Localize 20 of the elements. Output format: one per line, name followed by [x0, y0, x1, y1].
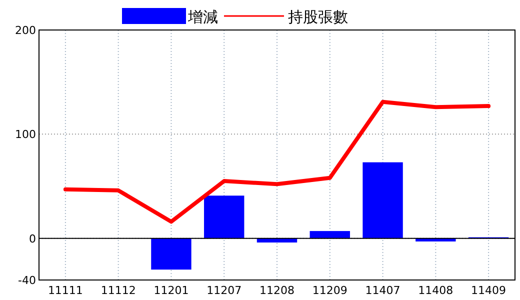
- x-tick-label: 11111: [48, 284, 83, 297]
- bar: [362, 162, 403, 238]
- x-tick-label: 11408: [418, 284, 454, 297]
- legend-label: 持股張數: [288, 8, 348, 26]
- y-tick-label: 100: [15, 128, 36, 142]
- legend-label: 增減: [187, 8, 218, 26]
- x-tick-label: 11207: [206, 284, 242, 297]
- bar: [310, 231, 350, 238]
- y-tick-label: -40: [18, 274, 36, 287]
- x-tick-label: 11208: [260, 284, 294, 297]
- x-tick-label: 11407: [365, 284, 400, 297]
- bar: [204, 196, 244, 238]
- x-tick-label: 11201: [154, 284, 189, 297]
- x-tick-label: 11209: [312, 284, 348, 297]
- bar: [151, 238, 192, 270]
- line-series: [63, 100, 491, 224]
- y-tick-label: 200: [15, 24, 36, 37]
- x-tick-label: 11409: [471, 284, 506, 297]
- y-tick-label: 0: [29, 232, 36, 246]
- x-tick-label: 11112: [100, 284, 136, 297]
